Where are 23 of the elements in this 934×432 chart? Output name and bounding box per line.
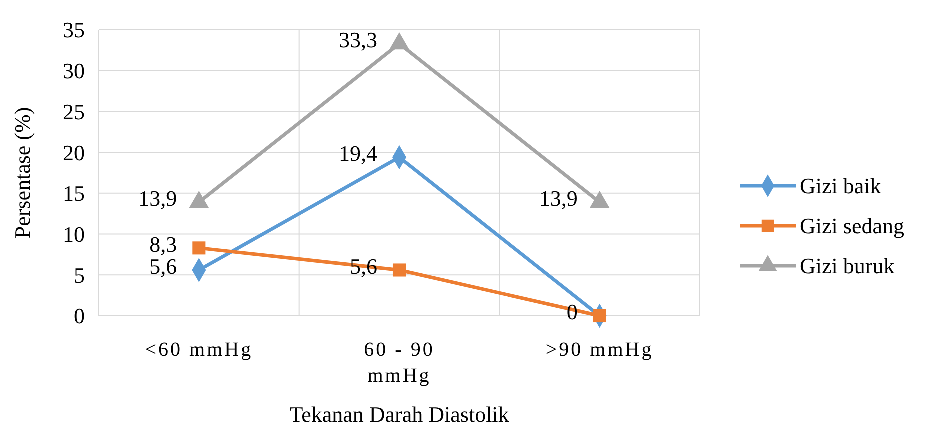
y-tick-label: 30 — [63, 58, 85, 84]
y-tick-label: 35 — [63, 18, 85, 43]
y-tick-label: 5 — [74, 262, 85, 288]
y-tick-label: 15 — [63, 181, 85, 206]
point — [392, 264, 406, 277]
data-label: 13,9 — [138, 186, 178, 212]
data-label: 13,9 — [539, 186, 578, 212]
y-tick-label: 10 — [63, 222, 85, 247]
y-tick-label: 20 — [63, 140, 85, 166]
data-label: 19,4 — [339, 141, 378, 166]
x-tick-label: >90 mmHg — [546, 339, 654, 361]
y-tick-label: 0 — [74, 304, 85, 329]
x-axis-title: Tekanan Darah Diastolik — [290, 402, 510, 427]
point — [390, 32, 410, 50]
x-tick-label: <60 mmHg — [145, 339, 254, 361]
legend-label: Gizi buruk — [800, 254, 895, 279]
data-label: 33,3 — [339, 28, 378, 53]
legend-label: Gizi baik — [800, 174, 882, 199]
y-axis-title: Persentase (%) — [10, 107, 35, 239]
y-tick-label: 25 — [63, 99, 85, 124]
x-tick-label: 60 - 90 mmHg — [364, 339, 435, 387]
point — [192, 242, 206, 255]
legend-label: Gizi sedang — [800, 214, 904, 239]
